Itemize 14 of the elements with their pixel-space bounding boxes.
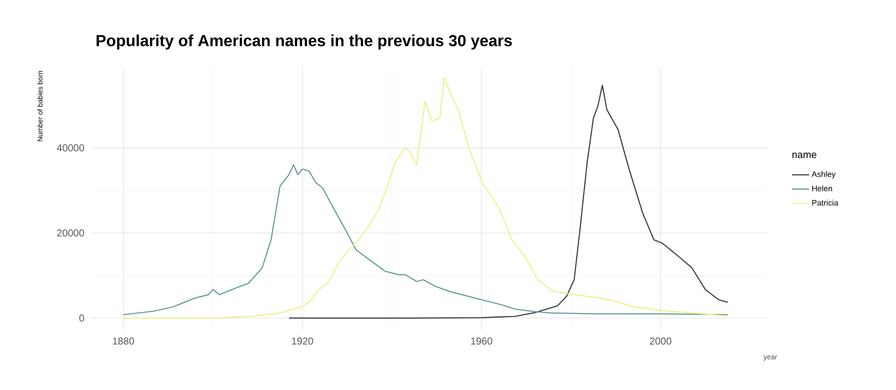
y-tick-label: 40000 — [56, 144, 84, 152]
legend-label: Helen — [812, 185, 832, 192]
x-tick-label: 1920 — [292, 338, 314, 345]
line-series — [122, 164, 728, 316]
line-series — [122, 77, 728, 319]
chart-title: Popularity of American names in the previous 30 years — [96, 34, 512, 50]
x-tick-label: 2000 — [650, 338, 672, 345]
x-tick-label: 1880 — [112, 338, 134, 345]
y-tick-label: 0 — [79, 314, 84, 322]
legend-label: Ashley — [812, 171, 836, 179]
legend-title: name — [792, 152, 816, 158]
legend-label: Patricia — [812, 200, 838, 206]
y-tick-label: 20000 — [57, 229, 84, 236]
x-tick-label: 1960 — [471, 338, 492, 345]
